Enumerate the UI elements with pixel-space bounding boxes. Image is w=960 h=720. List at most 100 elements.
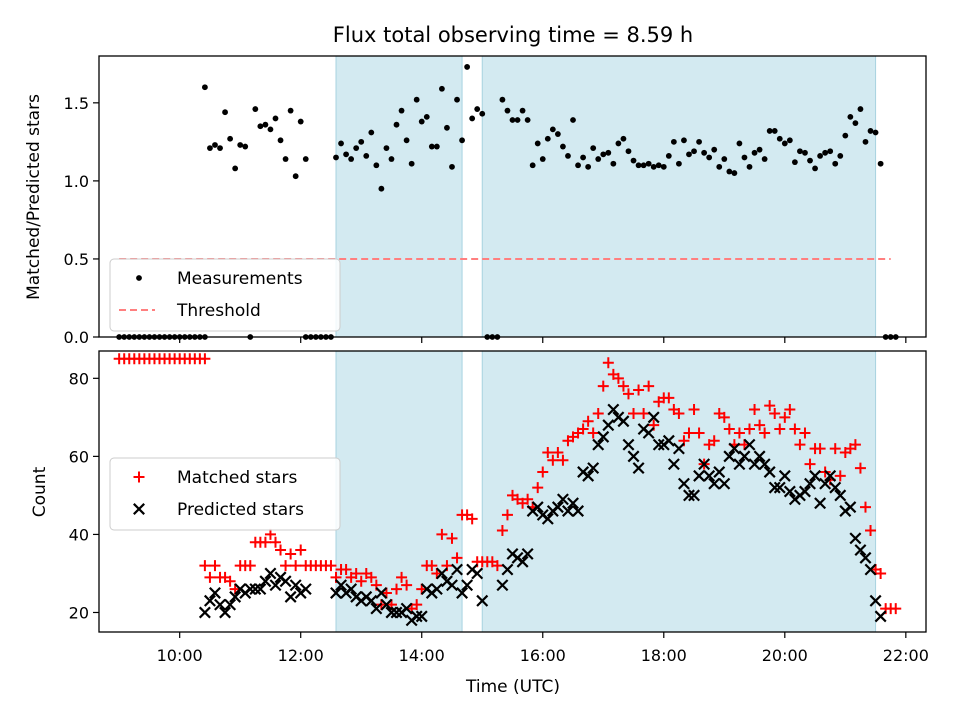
- bottom-series-1-point-150: [859, 501, 871, 513]
- bottom-series-1-point-88: [547, 454, 559, 466]
- bottom-series-1-point-102: [617, 380, 629, 392]
- top-series-1-point-26: [237, 142, 244, 148]
- top-series-1-point-147: [842, 132, 849, 139]
- x-tick-label-5: 18:00: [641, 646, 687, 665]
- top-series-1-point-87: [539, 156, 546, 162]
- top-series-1-point-138: [797, 148, 803, 155]
- bottom-series-2-point-103: [753, 450, 766, 463]
- top-series-1-point-58: [393, 121, 400, 128]
- top-series-1-point-82: [514, 117, 521, 123]
- top-series-1-point-125: [731, 170, 738, 176]
- top-series-1-point-36: [287, 107, 294, 114]
- bottom-series-1-point-79: [501, 509, 513, 521]
- top-series-1-point-57: [388, 156, 395, 162]
- bottom-series-2-point-117: [824, 469, 837, 482]
- bottom-series-1-point-31: [259, 536, 271, 548]
- top-series-1-point-52: [363, 153, 370, 159]
- bottom-series-2-point-99: [733, 458, 746, 471]
- bottom-series-1-point-117: [693, 427, 705, 439]
- top-y-tick-label-1: 0.0: [64, 328, 89, 347]
- bottom-series-1-point-133: [774, 423, 786, 435]
- bottom-series-2-point-23: [335, 579, 348, 592]
- bottom-legend-box: [109, 457, 341, 531]
- top-series-1-point-122: [716, 163, 723, 170]
- top-series-1-point-48: [343, 151, 349, 158]
- bottom-series-2-point-100: [738, 450, 751, 463]
- top-panel: 0.0 0.5 1.0 1.5 Measurements Threshold: [64, 55, 927, 347]
- top-series-1-point-90: [554, 131, 561, 137]
- bottom-series-1-point-94: [577, 423, 589, 435]
- bottom-series-2-point-78: [627, 450, 640, 463]
- bottom-series-2-point-102: [748, 458, 761, 471]
- bottom-series-1-point-83: [522, 493, 534, 505]
- bottom-series-2-point-39: [415, 610, 428, 623]
- top-legend: Measurements Threshold: [109, 258, 341, 332]
- bottom-series-1-point-37: [290, 560, 302, 572]
- bottom-series-2-point-94: [708, 477, 721, 490]
- bottom-series-2-point-10: [244, 583, 257, 596]
- top-series-1-point-55: [378, 185, 385, 192]
- bottom-series-2-point-66: [567, 497, 579, 510]
- bottom-series-1-point-120: [708, 435, 720, 447]
- bottom-series-1-point-20: [204, 571, 216, 583]
- top-series-1-point-53: [368, 129, 375, 136]
- bottom-series-1-point-18: [199, 353, 211, 365]
- top-series-1-point-86: [534, 140, 541, 147]
- bottom-panel: 20 40 60 80 10:00 12:00 14:00 16:00 18:00 20:00 22…: [69, 350, 929, 665]
- bottom-series-2-point-59: [531, 501, 544, 514]
- chart-title: Flux total observing time = 8.59 h: [333, 23, 693, 47]
- top-series-1-point-83: [519, 107, 526, 114]
- bottom-series-1-point-21: [209, 560, 221, 572]
- bottom-series-2-point-92: [698, 458, 711, 471]
- bottom-series-2-point-90: [688, 489, 701, 502]
- bottom-series-2-point-19: [289, 579, 302, 592]
- bottom-series-1-point-148: [849, 439, 861, 451]
- bottom-series-2-point-42: [430, 583, 443, 596]
- top-series-1-point-129: [751, 149, 758, 156]
- bottom-series-1-point-38: [295, 544, 307, 556]
- x-tick-label-3: 14:00: [399, 646, 445, 665]
- top-series-1-point-154: [877, 160, 884, 167]
- top-series-1-point-54: [373, 162, 380, 169]
- bottom-series-2-point-1: [198, 606, 211, 619]
- top-series-1-point-85: [529, 162, 536, 169]
- top-series-1-point-81: [509, 117, 516, 123]
- bottom-series-2-point-61: [541, 512, 554, 525]
- bottom-series-2-point-86: [667, 458, 680, 471]
- bottom-series-2-point-17: [279, 575, 292, 588]
- bottom-series-1-point-149: [854, 462, 866, 474]
- top-series-1-point-134: [776, 135, 783, 142]
- bottom-series-2-point-43: [435, 567, 448, 580]
- top-series-1-point-89: [549, 126, 556, 133]
- x-tick-label-4: 16:00: [520, 646, 566, 665]
- top-series-1-point-146: [837, 153, 844, 159]
- bottom-series-1-point-24: [224, 575, 236, 587]
- bottom-series-2-point-13: [259, 575, 272, 588]
- bottom-series-2-point-50: [471, 567, 484, 580]
- bottom-series-2-point-118: [829, 481, 842, 494]
- bottom-series-2-point-2: [203, 594, 216, 607]
- bottom-series-2-point-45: [446, 579, 458, 592]
- top-series-1-point-126: [736, 140, 743, 147]
- bottom-series-2-point-74: [607, 403, 620, 416]
- top-series-1-point-88: [544, 135, 551, 142]
- bottom-series-2-point-93: [703, 469, 716, 482]
- bottom-series-2-point-53: [501, 563, 514, 576]
- bottom-series-2-point-5: [219, 606, 232, 619]
- bottom-series-2-point-97: [723, 450, 736, 463]
- top-series-1-point-104: [625, 148, 632, 155]
- top-series-1-point-117: [691, 148, 697, 155]
- bottom-series-2-point-115: [814, 497, 827, 510]
- bottom-series-2-point-32: [380, 598, 393, 611]
- top-series-1-point-136: [786, 137, 793, 144]
- bottom-series-1-point-111: [663, 392, 675, 404]
- top-series-1-point-139: [802, 149, 808, 156]
- bottom-series-1-point-128: [749, 404, 761, 416]
- bottom-series-2-point-36: [400, 602, 413, 615]
- bottom-series-2-point-48: [461, 579, 474, 592]
- top-y-tick-label-2: 0.5: [64, 250, 89, 269]
- top-series-1-point-102: [615, 140, 622, 147]
- bottom-series-1-point-86: [537, 466, 549, 478]
- bottom-series-2-point-7: [229, 590, 242, 603]
- bottom-legend-swatch-2: [133, 503, 145, 515]
